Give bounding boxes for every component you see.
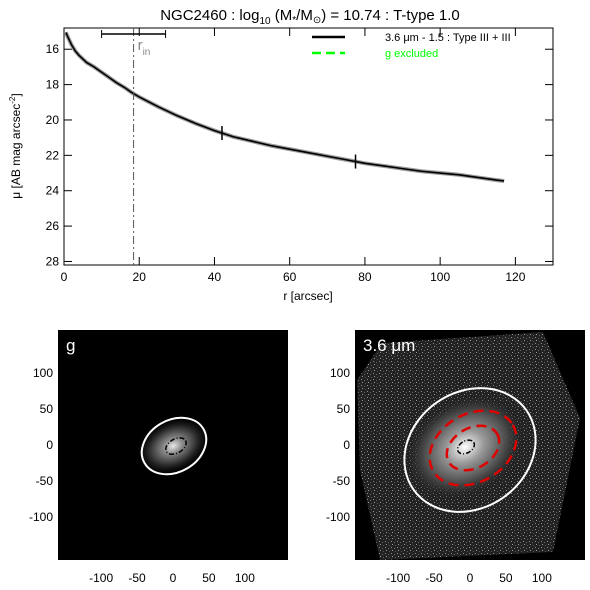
y-axis-ticks: 16 18 20 22 24 26 28 [46, 42, 553, 268]
x-axis-ticks: 0 20 40 60 80 100 120 [61, 28, 526, 284]
image-y-tick-label: -100 [326, 510, 350, 524]
x-tick-label: 60 [283, 270, 297, 284]
profile-series [64, 31, 505, 183]
y-tick-label: 20 [46, 113, 60, 127]
irac-axis-ticks: -100 -50 0 50 100 100 50 0 -50 -100 [326, 366, 552, 585]
x-tick-label: 40 [208, 270, 222, 284]
image-x-tick-label: -50 [128, 571, 146, 585]
y-tick-label: 24 [46, 184, 60, 198]
g-band-label: g [66, 336, 75, 355]
y-axis-label: μ [AB mag arcsec-2] [8, 93, 23, 198]
image-y-tick-label: 50 [337, 402, 351, 416]
image-y-tick-label: -100 [29, 510, 53, 524]
image-x-tick-label: 50 [499, 571, 513, 585]
x-tick-label: 120 [505, 270, 525, 284]
y-tick-label: 16 [46, 42, 60, 56]
y-tick-label: 18 [46, 78, 60, 92]
x-tick-label: 100 [430, 270, 450, 284]
irac-band-label: 3.6 μm [363, 336, 415, 355]
r-in-label: rin [138, 37, 151, 58]
profile-plot: NGC2460 : log10 (M*/M⊙) = 10.74 : T-type… [8, 7, 554, 303]
image-y-tick-label: 50 [40, 402, 54, 416]
x-tick-label: 20 [133, 270, 147, 284]
break-marks [221, 126, 357, 169]
profile-line [65, 32, 505, 182]
image-x-tick-label: 100 [235, 571, 255, 585]
g-axis-ticks: -100 -50 0 50 100 100 50 0 -50 -100 [29, 366, 255, 585]
irac-red-inner [445, 424, 501, 472]
image-y-tick-label: 100 [33, 366, 53, 380]
irac-red-outer [428, 409, 518, 487]
image-y-tick-label: -50 [333, 474, 351, 488]
y-tick-label: 28 [46, 254, 60, 268]
legend-label-2: g excluded [385, 48, 438, 60]
g-band-image: g -100 -50 0 50 100 100 50 0 -50 -100 [29, 330, 288, 585]
legend-label-1: 3.6 μm - 1.5 : Type III + III [385, 32, 511, 44]
r-in-marker: rin [101, 28, 167, 265]
y-tick-label: 22 [46, 148, 60, 162]
x-axis-label: r [arcsec] [283, 289, 332, 303]
image-x-tick-label: -100 [386, 571, 410, 585]
x-tick-label: 80 [358, 270, 372, 284]
chart-title: NGC2460 : log10 (M*/M⊙) = 10.74 : T-type… [160, 7, 460, 27]
irac-inner-ellipse [456, 439, 476, 455]
x-tick-label: 0 [61, 270, 68, 284]
image-x-tick-label: 0 [467, 571, 474, 585]
g-galaxy-glow [134, 415, 212, 477]
legend: 3.6 μm - 1.5 : Type III + III g excluded [312, 32, 511, 60]
profile-envelope [64, 31, 505, 183]
image-y-tick-label: 100 [330, 366, 350, 380]
image-y-tick-label: -50 [36, 474, 54, 488]
image-x-tick-label: -100 [89, 571, 113, 585]
image-y-tick-label: 0 [343, 438, 350, 452]
plot-frame [63, 27, 554, 266]
image-x-tick-label: -50 [425, 571, 443, 585]
image-x-tick-label: 0 [170, 571, 177, 585]
y-tick-label: 26 [46, 219, 60, 233]
image-x-tick-label: 50 [202, 571, 216, 585]
image-y-tick-label: 0 [46, 438, 53, 452]
image-x-tick-label: 100 [532, 571, 552, 585]
irac-image: 3.6 μm -100 -50 0 50 100 100 50 0 -50 -100 [326, 330, 585, 585]
g-inner-ellipse [165, 437, 187, 455]
g-outer-ellipse [140, 416, 208, 476]
irac-outer-ellipse [403, 387, 537, 513]
